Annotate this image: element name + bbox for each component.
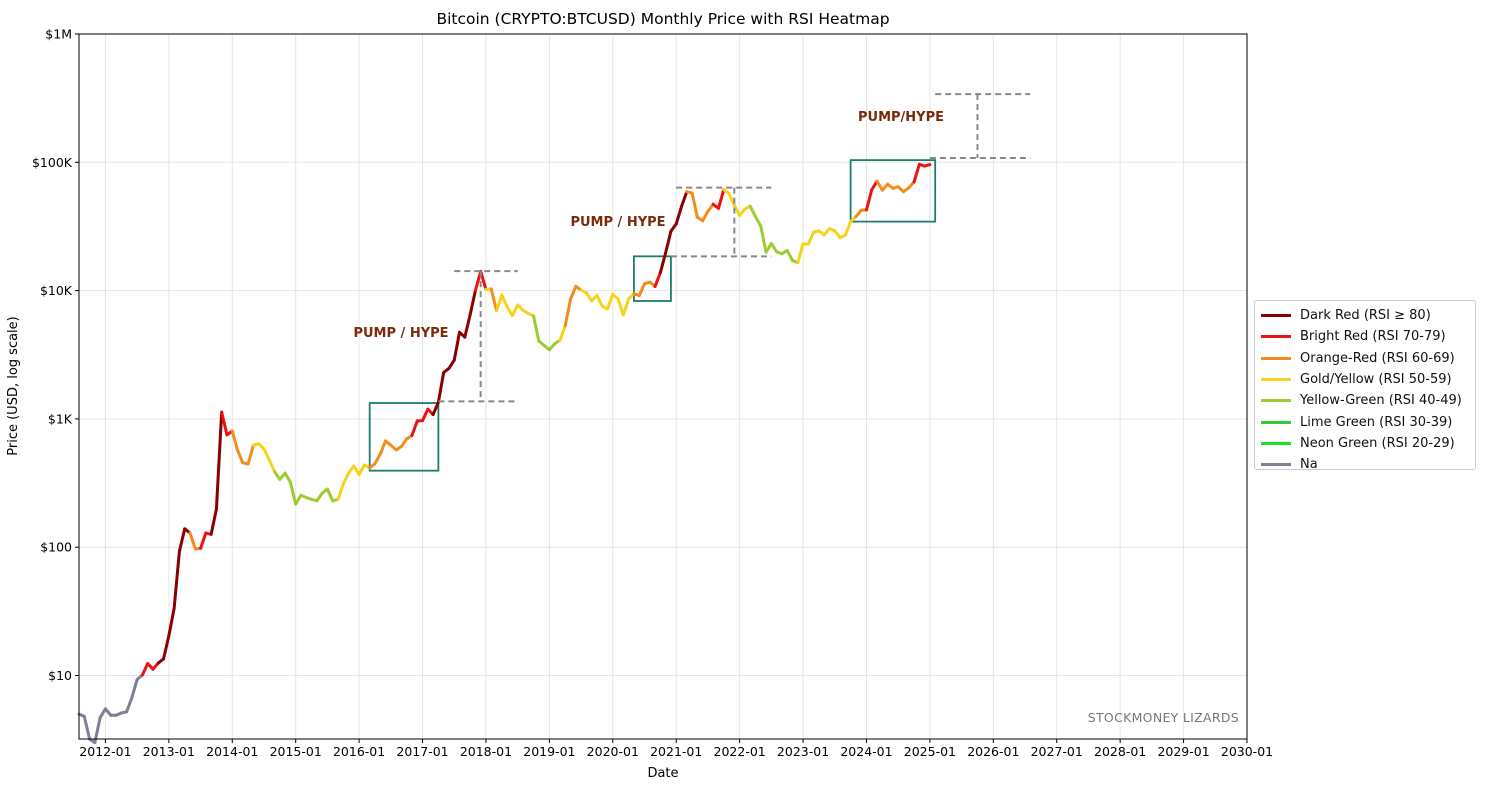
legend-swatch [1261,357,1291,360]
pump-hype-label: PUMP/HYPE [858,110,944,125]
legend-label: Bright Red (RSI 70-79) [1300,329,1446,344]
x-tick-label: 2025-01 [904,744,956,759]
x-tick-label: 2017-01 [396,744,448,759]
legend-swatch [1261,335,1291,338]
x-tick-label: 2027-01 [1031,744,1083,759]
y-axis-label: Price (USD, log scale) [6,316,21,455]
price-segment [925,165,930,167]
legend-label: Gold/Yellow (RSI 50-59) [1300,372,1452,387]
y-tick-label: $100K [32,155,73,170]
x-tick-label: 2029-01 [1157,744,1209,759]
legend-label: Lime Green (RSI 30-39) [1300,415,1452,430]
legend-item-na: Na [1261,454,1469,475]
legend-swatch [1261,378,1291,381]
x-axis-label: Date [647,766,678,781]
y-tick-label: $10K [40,283,73,298]
x-tick-label: 2020-01 [587,744,639,759]
x-tick-label: 2028-01 [1094,744,1146,759]
x-tick-label: 2021-01 [650,744,702,759]
x-tick-label: 2019-01 [523,744,575,759]
legend-swatch [1261,421,1291,424]
legend-item-or: Orange-Red (RSI 60-69) [1261,348,1469,369]
legend-label: Na [1300,457,1318,472]
y-tick-label: $1K [48,411,73,426]
x-tick-label: 2022-01 [714,744,766,759]
legend-swatch [1261,399,1291,402]
y-tick-label: $10 [48,668,72,683]
legend-swatch [1261,314,1291,317]
legend-item-br: Bright Red (RSI 70-79) [1261,326,1469,347]
legend-item-gy: Gold/Yellow (RSI 50-59) [1261,369,1469,390]
x-tick-label: 2013-01 [143,744,195,759]
x-tick-label: 2016-01 [333,744,385,759]
x-tick-label: 2018-01 [460,744,512,759]
x-tick-label: 2024-01 [840,744,892,759]
pump-hype-label: PUMP / HYPE [570,215,665,230]
legend-label: Neon Green (RSI 20-29) [1300,436,1455,451]
legend-label: Orange-Red (RSI 60-69) [1300,351,1455,366]
legend: Dark Red (RSI ≥ 80) Bright Red (RSI 70-79… [1254,300,1476,470]
pump-hype-label: PUMP / HYPE [353,326,448,341]
y-tick-label: $100 [40,540,72,555]
x-tick-label: 2012-01 [79,744,131,759]
x-tick-label: 2014-01 [206,744,258,759]
legend-swatch [1261,442,1291,445]
y-tick-label: $1M [45,27,72,42]
x-tick-label: 2030-01 [1221,744,1273,759]
legend-item-yg: Yellow-Green (RSI 40-49) [1261,390,1469,411]
x-tick-label: 2015-01 [270,744,322,759]
legend-label: Dark Red (RSI ≥ 80) [1300,308,1431,323]
x-tick-label: 2026-01 [967,744,1019,759]
legend-item-dr: Dark Red (RSI ≥ 80) [1261,305,1469,326]
legend-label: Yellow-Green (RSI 40-49) [1300,393,1462,408]
legend-item-lg: Lime Green (RSI 30-39) [1261,411,1469,432]
x-tick-label: 2023-01 [777,744,829,759]
legend-item-ng: Neon Green (RSI 20-29) [1261,433,1469,454]
chart-title: Bitcoin (CRYPTO:BTCUSD) Monthly Price wi… [436,10,889,28]
watermark: STOCKMONEY LIZARDS [1088,710,1239,725]
legend-swatch [1261,463,1291,466]
